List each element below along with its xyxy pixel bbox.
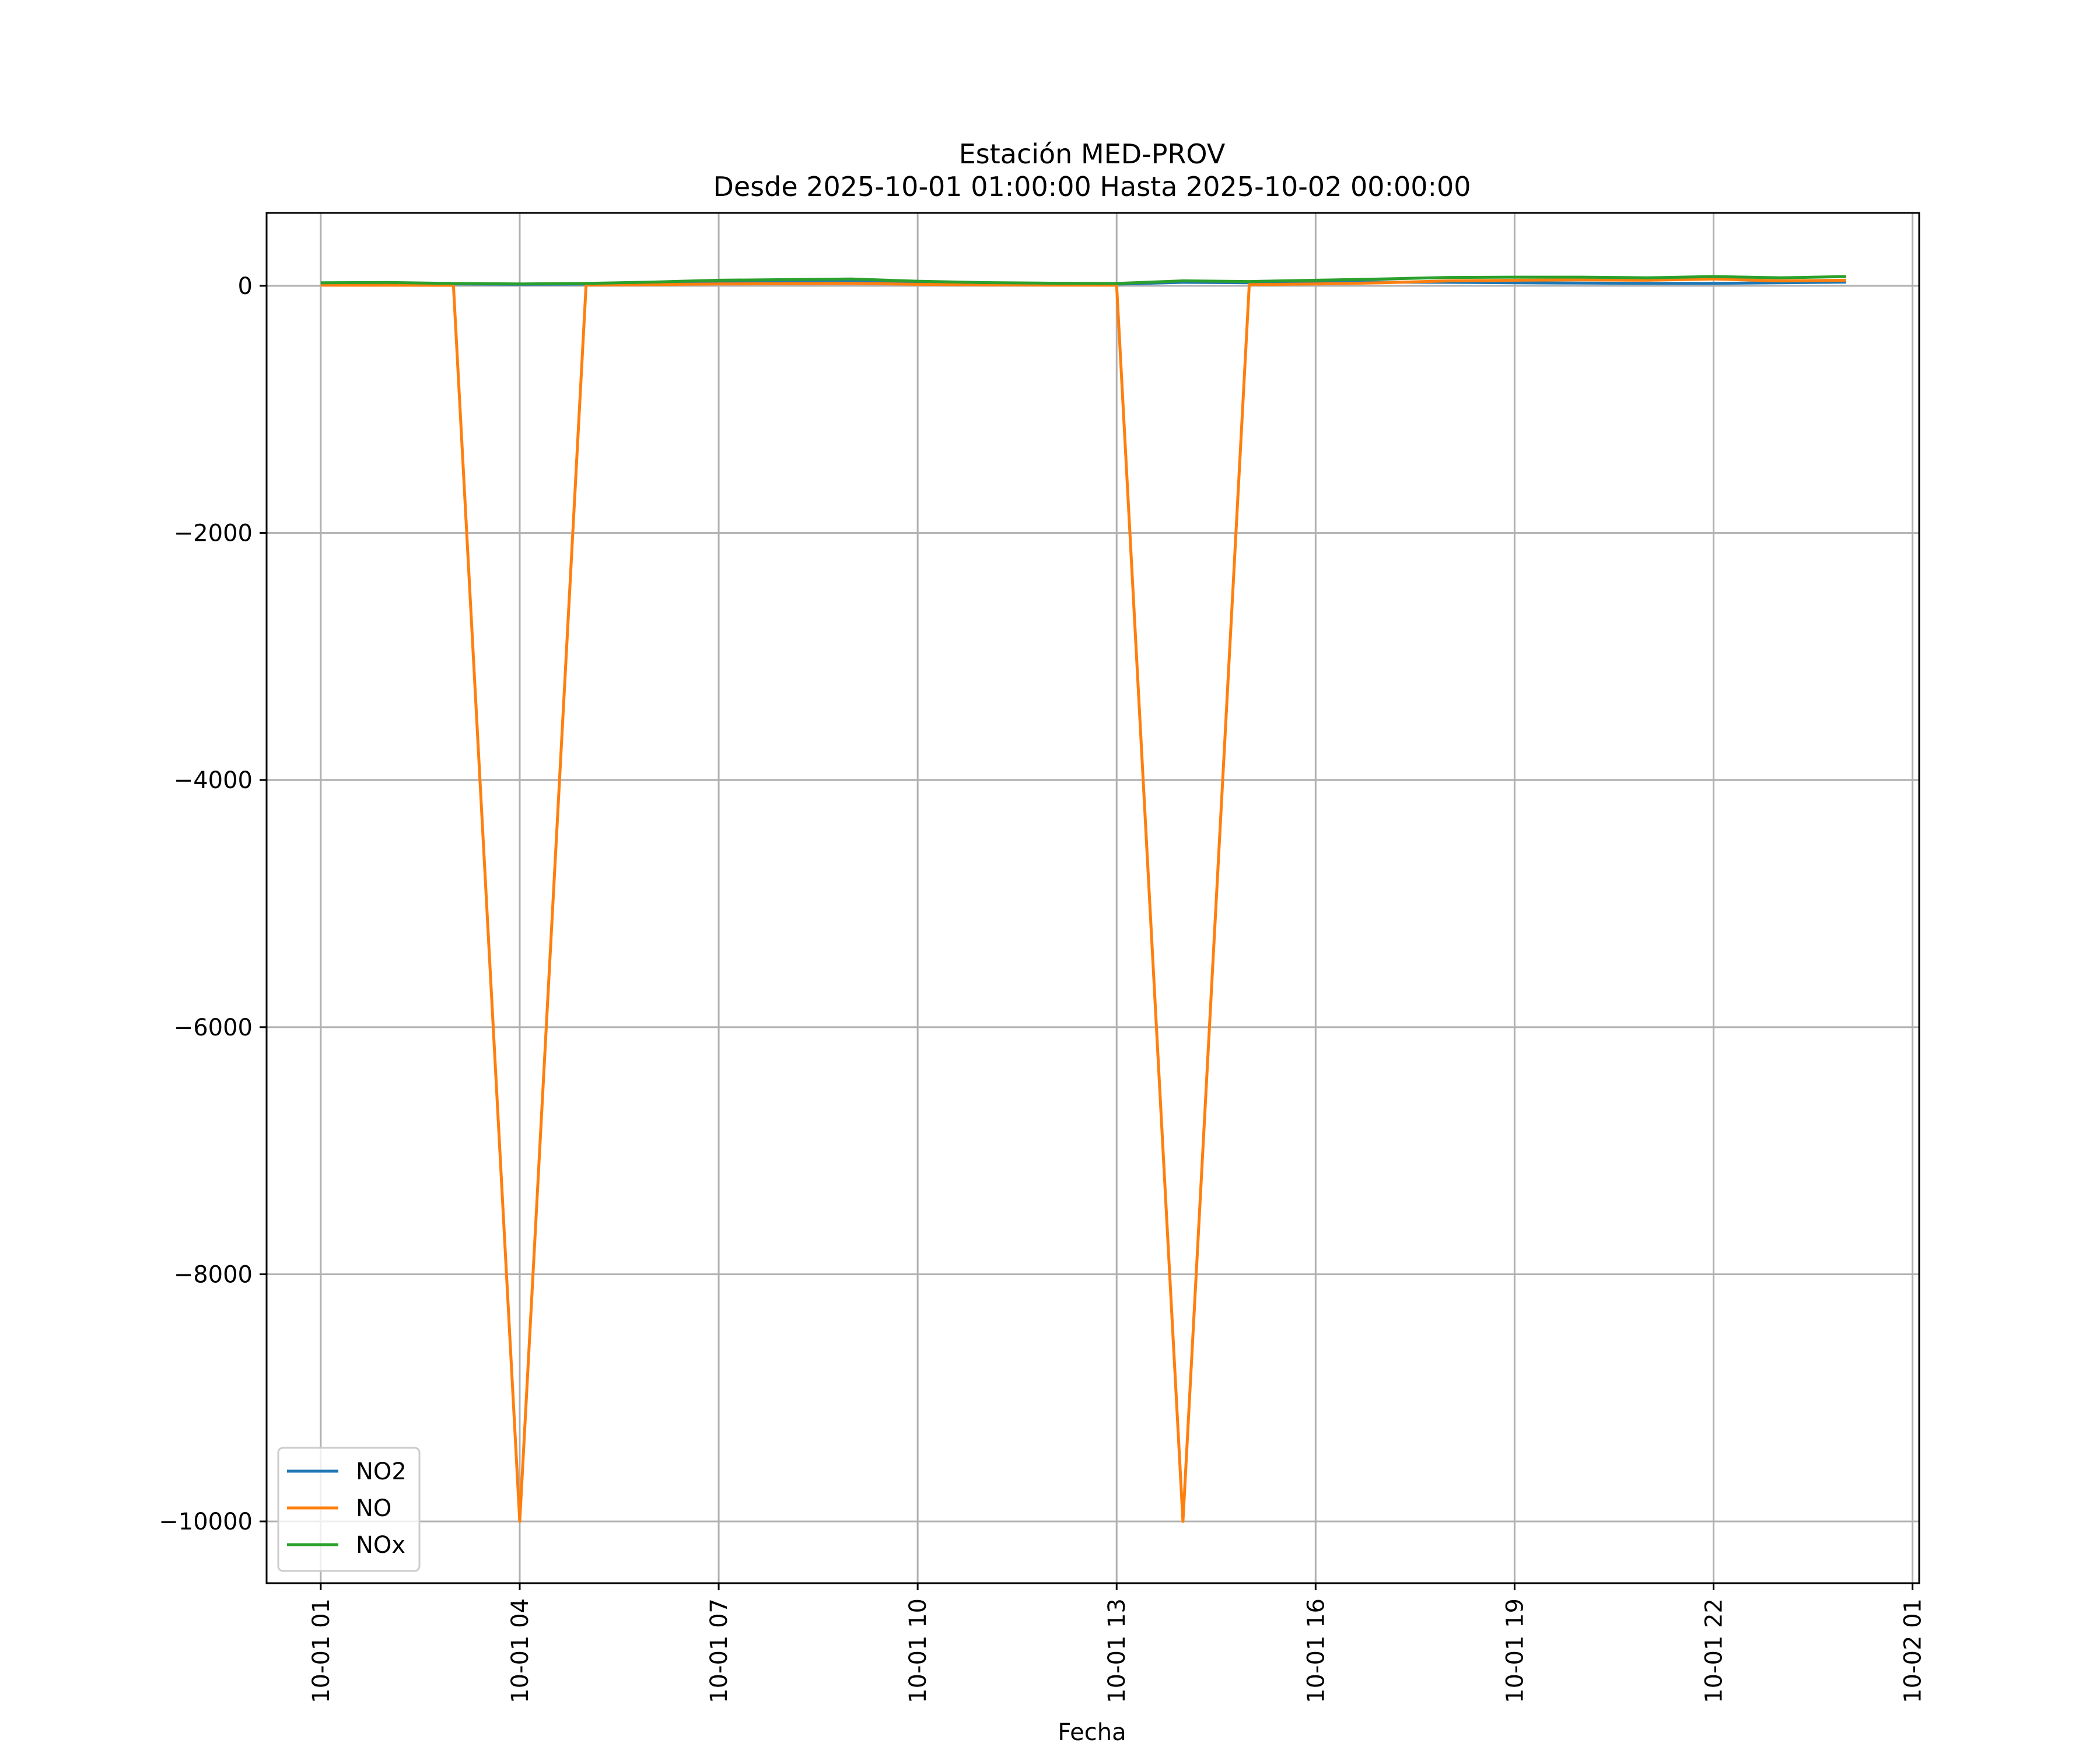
chart-subtitle: Desde 2025-10-01 01:00:00 Hasta 2025-10-… xyxy=(713,171,1471,202)
series-line-no xyxy=(320,277,1846,1523)
y-tick-label: −2000 xyxy=(174,520,253,547)
x-tick-label: 10-01 04 xyxy=(507,1598,534,1703)
x-tick-label: 10-01 01 xyxy=(308,1598,335,1703)
x-tick-label: 10-01 22 xyxy=(1701,1598,1728,1703)
x-tick-label: 10-01 13 xyxy=(1104,1598,1130,1703)
y-axis-ticks: 0 −2000 −4000 −6000 −8000 −10000 xyxy=(159,273,267,1535)
x-tick-label: 10-01 19 xyxy=(1502,1598,1528,1703)
legend-box xyxy=(277,1447,421,1572)
x-tick-label: 10-01 07 xyxy=(706,1598,733,1703)
x-tick-label: 10-02 01 xyxy=(1900,1598,1927,1703)
chart-title: Estación MED-PROV xyxy=(959,138,1226,170)
x-tick-label: 10-01 10 xyxy=(905,1598,932,1703)
x-axis-label: Fecha xyxy=(1058,1719,1126,1746)
y-tick-label: 0 xyxy=(238,273,253,300)
legend: NO2 NO NOx xyxy=(277,1447,421,1572)
y-tick-label: −4000 xyxy=(174,767,253,794)
legend-label-nox: NOx xyxy=(356,1532,405,1559)
x-axis-ticks: 10-01 01 10-01 04 10-01 07 10-01 10 10-01 13… xyxy=(308,1583,1927,1703)
legend-label-no2: NO2 xyxy=(356,1458,407,1485)
series-lines xyxy=(320,275,1846,1523)
y-tick-label: −8000 xyxy=(174,1261,253,1288)
y-tick-label: −10000 xyxy=(159,1508,253,1535)
y-tick-label: −6000 xyxy=(174,1014,253,1041)
x-tick-label: 10-01 16 xyxy=(1303,1598,1329,1703)
plot-frame xyxy=(265,212,1920,1584)
series-line-nox xyxy=(320,275,1846,286)
legend-label-no: NO xyxy=(356,1495,391,1522)
grid xyxy=(267,213,1919,1583)
